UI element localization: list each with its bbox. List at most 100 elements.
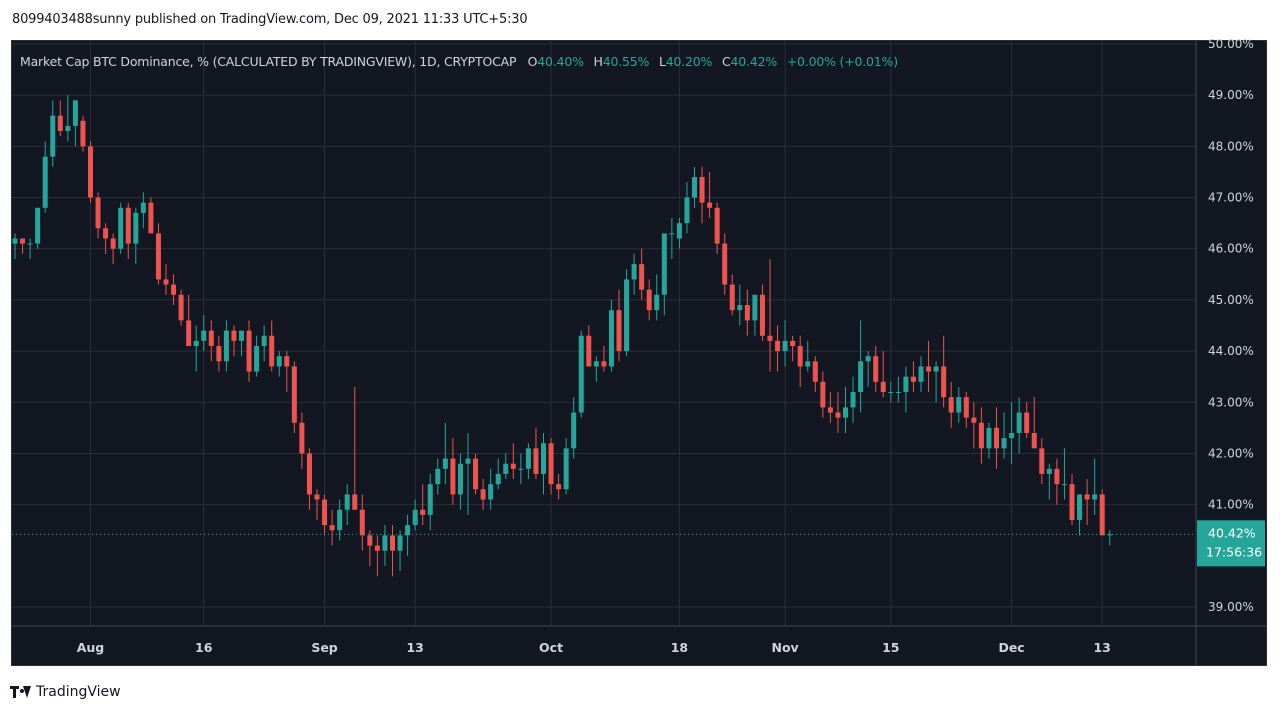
candle-body — [201, 330, 207, 341]
legend-high-label: H — [593, 54, 603, 69]
candle-body — [1077, 494, 1083, 520]
tradingview-logo-icon — [10, 685, 32, 699]
candle-body — [616, 310, 622, 352]
legend-low-value: 40.20% — [665, 54, 713, 69]
y-tick-label: 44.00% — [1208, 344, 1254, 358]
candle-body — [895, 392, 901, 394]
candle-body — [427, 484, 433, 515]
candle-body — [231, 330, 237, 341]
candle-body — [397, 535, 403, 551]
candle-body — [1016, 412, 1022, 433]
y-tick-label: 45.00% — [1208, 293, 1254, 307]
candle-body — [1031, 432, 1037, 449]
candle-body — [888, 392, 894, 394]
candle-body — [843, 407, 848, 418]
footer-branding[interactable]: TradingView — [10, 684, 121, 700]
candle-body — [759, 294, 765, 336]
legend-low-label: L — [658, 54, 666, 69]
candle-body — [110, 238, 116, 249]
y-tick-label: 50.00% — [1208, 37, 1254, 51]
candle-body — [593, 361, 599, 367]
candle-body — [1009, 432, 1015, 439]
candle-body — [155, 233, 161, 280]
candle-body — [27, 243, 33, 245]
candle-body — [994, 427, 999, 449]
candle-body — [782, 340, 788, 352]
candle-body — [978, 422, 984, 449]
candle-body — [480, 489, 486, 500]
candle-body — [1092, 494, 1098, 500]
candle-body — [465, 458, 471, 464]
candle-body — [608, 310, 614, 367]
candle-body — [812, 361, 818, 382]
candle-body — [563, 448, 569, 490]
candle-body — [382, 535, 388, 551]
candle-body — [284, 356, 290, 367]
candle-body — [1039, 448, 1045, 474]
candle-body — [193, 340, 199, 346]
candle-body — [103, 228, 109, 239]
candle-body — [963, 397, 969, 418]
x-tick-label: Aug — [77, 640, 105, 655]
candle-body — [359, 509, 365, 536]
candle-body — [254, 345, 260, 372]
candle-body — [344, 494, 350, 510]
candle-body — [246, 330, 252, 372]
candle-body — [533, 448, 539, 474]
candle-body — [714, 207, 720, 244]
candle-body — [420, 509, 426, 515]
candle-body — [624, 279, 630, 352]
chart-legend: Market Cap BTC Dominance, % (CALCULATED … — [20, 54, 898, 69]
candle-body — [118, 207, 124, 249]
candle-body — [239, 330, 244, 341]
candle-body — [722, 243, 728, 285]
candle-body — [125, 207, 131, 244]
candle-body — [518, 468, 524, 470]
x-tick-label: 13 — [1093, 640, 1110, 655]
x-tick-label: 16 — [195, 640, 213, 655]
candle-body — [865, 356, 871, 362]
candle-body — [676, 223, 682, 239]
candle-body — [178, 294, 184, 321]
legend-change: +0.00% (+0.01%) — [786, 54, 898, 69]
candle-body — [858, 361, 864, 393]
y-tick-label: 49.00% — [1208, 88, 1254, 102]
candle-body — [88, 146, 93, 198]
candle-body — [488, 484, 494, 500]
candle-body — [57, 115, 63, 132]
candle-body — [986, 427, 992, 449]
candle-body — [65, 125, 71, 132]
candle-body — [827, 407, 833, 413]
axes: 50.00% 49.00% 48.00% 47.00% 46.00% 45.00% 44.0… — [12, 37, 1266, 666]
candle-body — [729, 284, 735, 311]
candle-body — [367, 535, 373, 546]
candle-body — [707, 202, 713, 208]
y-tick-label: 42.00% — [1208, 446, 1254, 460]
candle-body — [405, 525, 411, 536]
candle-body — [1024, 412, 1030, 433]
candle-body — [163, 279, 169, 285]
candle-body — [1046, 468, 1052, 474]
candle-body — [578, 335, 584, 413]
candle-body — [639, 264, 645, 290]
candle-body — [291, 366, 297, 423]
candle-body — [140, 202, 146, 213]
candles — [12, 95, 1113, 577]
candle-body — [352, 494, 358, 510]
candle-body — [72, 100, 78, 126]
candle-body — [329, 525, 335, 531]
candle-body — [322, 499, 328, 526]
x-tick-label: 15 — [882, 640, 899, 655]
price-tag-value: 40.42% — [1208, 525, 1256, 540]
candle-body — [223, 330, 229, 362]
candle-body — [903, 376, 909, 393]
candle-body — [790, 340, 796, 346]
candle-body — [669, 233, 675, 235]
y-tick-label: 43.00% — [1208, 395, 1254, 409]
footer-brand-text: TradingView — [36, 684, 121, 700]
candle-body — [95, 197, 101, 229]
candle-body — [775, 340, 781, 352]
candle-body — [50, 115, 56, 157]
candle-body — [941, 366, 947, 398]
